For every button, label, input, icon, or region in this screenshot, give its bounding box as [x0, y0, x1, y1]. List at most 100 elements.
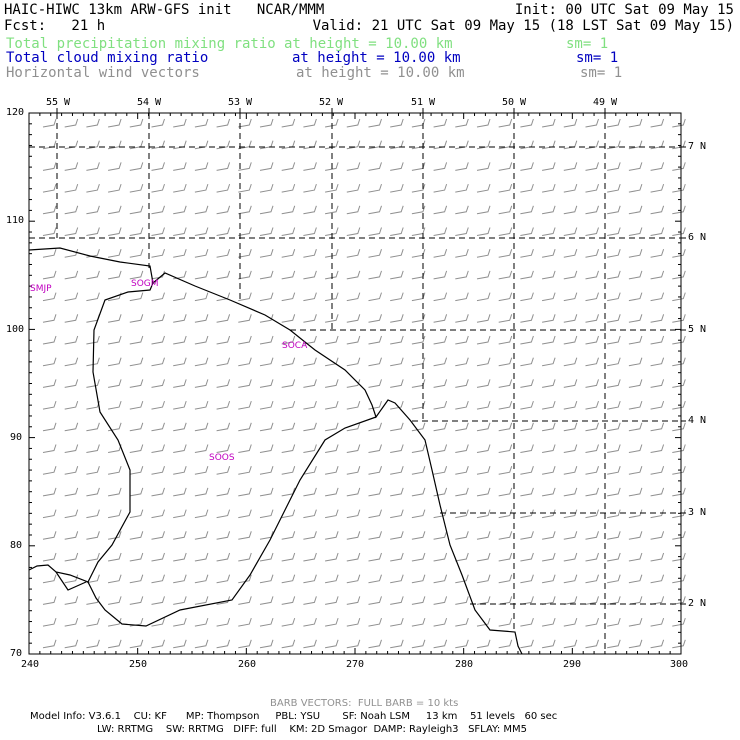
wind-barb	[238, 162, 252, 171]
wind-barb	[498, 270, 513, 280]
wind-barb	[650, 183, 665, 193]
coastline-north	[28, 247, 523, 655]
wind-barb	[259, 183, 274, 193]
wind-barb	[650, 466, 665, 475]
wind-barb	[42, 249, 57, 258]
wind-barb	[476, 335, 491, 345]
wind-barb	[216, 531, 231, 540]
wind-barb	[281, 639, 296, 649]
wind-barb	[411, 205, 426, 215]
wind-barb	[368, 183, 382, 193]
wind-barb	[303, 422, 317, 432]
wind-barb	[216, 509, 231, 519]
wind-barb	[411, 617, 426, 627]
wind-barb	[86, 422, 100, 432]
wind-barb	[64, 357, 79, 367]
wind-barb	[368, 314, 382, 323]
wind-barb	[411, 574, 426, 584]
wind-barb	[520, 335, 534, 345]
wind-barb	[259, 487, 274, 497]
wind-barb	[86, 292, 100, 302]
wind-barb	[563, 509, 578, 519]
wind-barb	[390, 574, 404, 584]
wind-barb	[476, 118, 491, 128]
wind-barb	[64, 162, 79, 171]
wind-barb	[108, 227, 122, 236]
wind-barb	[411, 639, 426, 649]
wind-barb	[129, 552, 144, 562]
wind-barb	[390, 205, 404, 215]
wind-barb	[433, 444, 448, 453]
wind-barb	[368, 118, 382, 128]
wind-barb	[194, 466, 209, 475]
wind-barb	[259, 574, 274, 584]
wind-barb	[520, 292, 534, 302]
wind-barb	[607, 314, 621, 323]
wind-barb	[173, 400, 187, 410]
wind-barb	[325, 314, 339, 323]
wind-barb	[216, 487, 231, 497]
wind-barb	[151, 249, 165, 258]
wind-barb	[42, 379, 57, 388]
wind-barb	[281, 531, 296, 540]
wind-barb	[194, 118, 209, 128]
wind-barb	[216, 249, 231, 258]
legend-level-precip: at height = 10.00 km	[284, 36, 453, 52]
wind-barb	[476, 162, 491, 171]
wind-barb	[325, 162, 339, 171]
wind-barb	[607, 422, 621, 432]
wind-barb	[194, 574, 209, 584]
y-label-100: 100	[6, 324, 25, 335]
wind-barb	[259, 162, 274, 171]
wind-barb	[607, 466, 621, 475]
wind-barb	[585, 292, 599, 302]
wind-barb	[129, 444, 144, 453]
wind-barb	[563, 270, 578, 280]
wind-barb	[108, 205, 122, 215]
wind-barb	[151, 379, 165, 388]
wind-barb	[476, 140, 491, 150]
wind-barb	[64, 422, 79, 432]
wind-barb	[86, 227, 100, 236]
wind-barb	[129, 292, 144, 302]
wind-barb	[281, 509, 296, 519]
wind-barb	[42, 118, 57, 128]
wind-barb	[455, 183, 469, 193]
wind-barb	[108, 183, 122, 193]
wind-barb	[64, 617, 79, 627]
wind-barb	[216, 205, 231, 215]
y-label-110: 110	[6, 215, 25, 226]
wind-barb	[520, 314, 534, 323]
wind-barb	[325, 639, 339, 649]
wind-barb	[216, 552, 231, 562]
wind-barb	[64, 596, 79, 605]
wind-barb	[325, 400, 339, 410]
wind-barb	[346, 596, 361, 605]
barb-vector-note: BARB VECTORS: FULL BARB = 10 kts	[270, 698, 459, 709]
wind-barb	[108, 270, 122, 280]
wind-barb	[108, 335, 122, 345]
wind-barb	[628, 617, 643, 627]
wind-barb	[650, 617, 665, 627]
wind-barb	[411, 314, 426, 323]
wind-barb	[151, 292, 165, 302]
wind-barb	[42, 444, 57, 453]
wind-barb	[86, 357, 100, 367]
wind-barb	[628, 205, 643, 215]
wind-barb	[585, 379, 599, 388]
wind-barb	[346, 227, 361, 236]
wind-barb	[194, 249, 209, 258]
wind-barb	[64, 531, 79, 540]
wind-barb	[259, 292, 274, 302]
wind-barb	[368, 531, 382, 540]
wind-barb	[129, 314, 144, 323]
wind-barb	[585, 118, 599, 128]
wind-barb	[108, 357, 122, 367]
wind-barb	[498, 314, 513, 323]
wind-barb	[238, 552, 252, 562]
wind-barb	[585, 596, 599, 605]
wind-barb	[368, 357, 382, 367]
wind-barb	[216, 140, 231, 150]
wind-barb	[368, 227, 382, 236]
wind-barb	[433, 205, 448, 215]
